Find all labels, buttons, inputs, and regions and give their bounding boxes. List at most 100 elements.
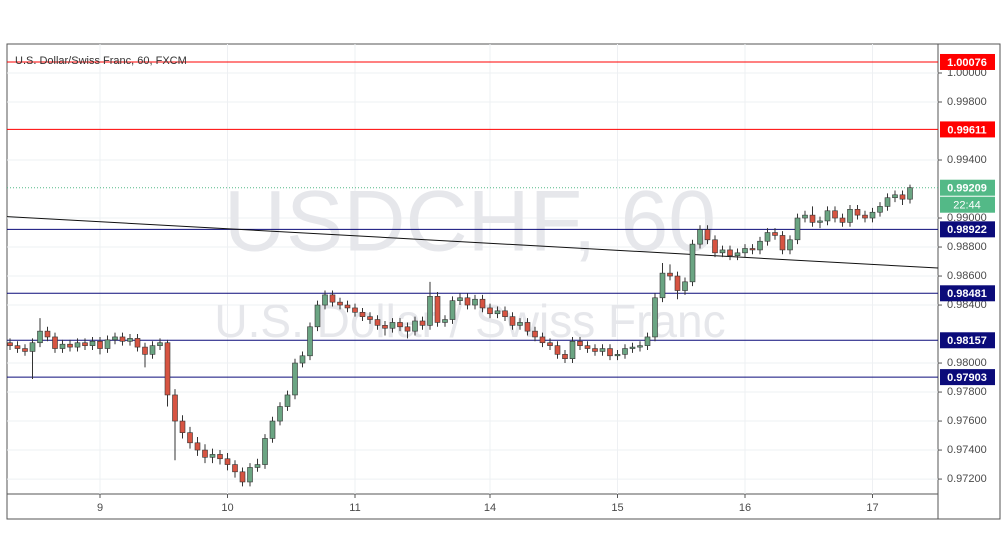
candle-body — [412, 320, 418, 332]
candle-body — [659, 272, 666, 299]
candle-body — [292, 362, 298, 396]
candle-body — [382, 325, 388, 329]
candle-body — [22, 348, 28, 352]
candle-body — [37, 330, 43, 344]
candle-body — [794, 217, 801, 241]
candle-body — [869, 211, 876, 219]
candle-body — [502, 310, 508, 317]
candle-body — [824, 210, 831, 222]
candle-body — [14, 345, 21, 349]
candle-body — [269, 420, 276, 439]
candle-body — [809, 214, 816, 223]
candle-body — [592, 348, 598, 352]
candle-body — [749, 248, 756, 251]
candle-body — [112, 336, 118, 341]
candle-body — [539, 336, 546, 344]
candle-body — [239, 471, 246, 483]
candle-body — [172, 394, 178, 422]
candle-body — [704, 229, 711, 241]
y-tick-label: 0.97400 — [947, 444, 987, 456]
candle-body — [554, 345, 561, 355]
candle-body — [764, 232, 771, 242]
y-tick-label: 0.98400 — [947, 299, 987, 311]
candle-body — [314, 304, 321, 328]
candle-body — [689, 243, 696, 283]
candle-body — [187, 432, 193, 444]
candle-body — [29, 342, 36, 352]
candle-body — [194, 442, 201, 451]
x-tick-label: 17 — [866, 502, 878, 514]
candle-body — [524, 322, 531, 332]
y-tick-label: 0.99800 — [947, 96, 987, 108]
candle-body — [719, 249, 726, 254]
candle-body — [119, 336, 126, 342]
candle-body — [142, 346, 148, 355]
candle-body — [67, 343, 73, 348]
candle-body — [464, 297, 471, 306]
candle-body — [104, 339, 111, 349]
candle-body — [577, 340, 583, 346]
candle-body — [157, 342, 163, 346]
level-label-box — [940, 221, 995, 238]
candle-body — [644, 336, 651, 346]
level-label-box — [940, 332, 995, 349]
candle-body — [727, 249, 733, 257]
last-price-label: 0.99209 — [947, 183, 987, 195]
y-tick-label: 0.97800 — [947, 386, 987, 398]
countdown-box — [940, 196, 995, 213]
y-tick-label: 0.97200 — [947, 473, 987, 485]
candle-body — [674, 275, 681, 291]
candle-body — [442, 319, 448, 323]
y-tick-label: 0.97600 — [947, 415, 987, 427]
last-price-box — [940, 179, 995, 196]
candle-body — [52, 336, 58, 349]
level-label-box — [940, 121, 995, 138]
candle-body — [614, 354, 621, 357]
candle-body — [434, 296, 441, 323]
candle-body — [299, 355, 306, 364]
candle-body — [712, 239, 718, 254]
candle-body — [509, 316, 516, 326]
candle-body — [97, 340, 103, 349]
candle-body — [127, 338, 133, 342]
y-tick-label: 0.98800 — [947, 241, 987, 253]
x-tick-label: 9 — [97, 502, 103, 514]
candle-body — [682, 281, 688, 291]
x-tick-label: 15 — [611, 502, 623, 514]
level-label-box — [940, 285, 995, 302]
candle-body — [562, 354, 568, 359]
level-label: 0.98922 — [947, 224, 987, 236]
candle-body — [907, 187, 913, 200]
chart-title: U.S. Dollar/Swiss Franc, 60, FXCM — [15, 55, 187, 67]
candle-body — [772, 232, 778, 236]
candle-body — [854, 209, 861, 216]
candle-body — [217, 454, 223, 460]
candle-body — [547, 342, 553, 346]
countdown-label: 22:44 — [953, 200, 981, 212]
candle-body — [59, 343, 66, 349]
candle-body — [697, 229, 703, 245]
candle-body — [179, 420, 186, 433]
candle-body — [802, 214, 808, 219]
candle-body — [367, 316, 373, 320]
candle-body — [637, 345, 643, 348]
level-label-box — [940, 53, 995, 70]
candle-body — [629, 346, 636, 349]
candle-body — [329, 294, 336, 303]
candle-body — [479, 298, 486, 309]
candle-body — [247, 467, 253, 483]
level-label: 1.00076 — [947, 57, 987, 69]
x-tick-label: 14 — [484, 502, 496, 514]
candle-body — [389, 322, 396, 329]
candle-body — [599, 348, 606, 352]
candle-body — [449, 300, 456, 320]
candle-body — [607, 348, 613, 357]
candle-body — [472, 298, 478, 306]
level-label: 0.98157 — [947, 335, 987, 347]
candle-body — [862, 214, 868, 219]
y-tick-label: 0.99400 — [947, 154, 987, 166]
candle-body — [404, 326, 411, 332]
candle-body — [232, 464, 238, 473]
candle-body — [877, 206, 883, 213]
candle-body — [202, 449, 208, 458]
